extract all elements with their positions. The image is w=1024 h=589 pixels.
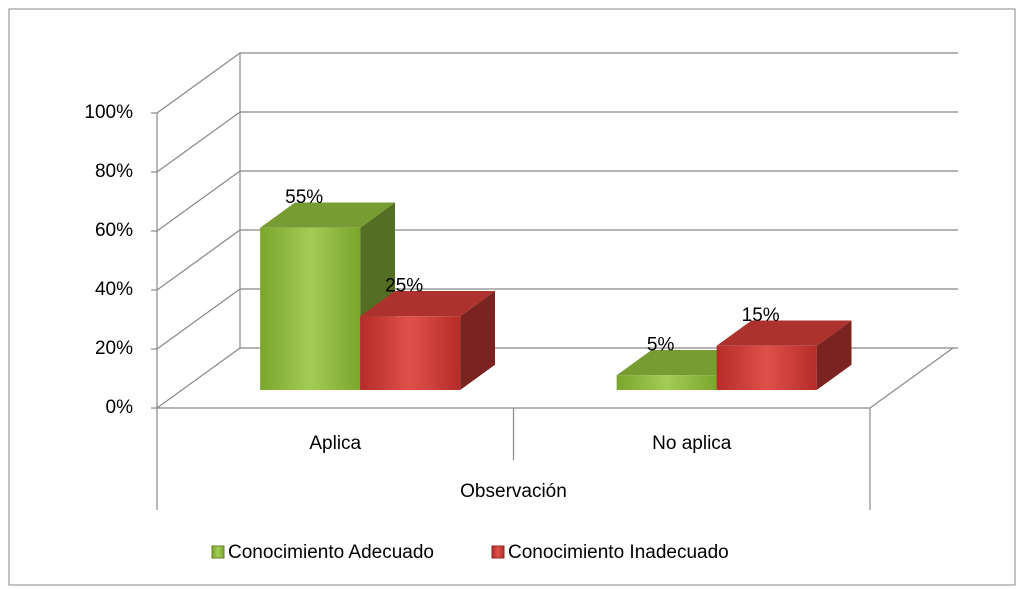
x-axis-title: Observación <box>460 481 567 502</box>
bar-side <box>816 320 852 390</box>
value-label: 55% <box>285 187 323 208</box>
value-label: 25% <box>385 275 423 296</box>
grid-line <box>156 288 958 350</box>
bar-top <box>260 202 396 228</box>
legend-swatch <box>491 545 505 559</box>
x-tick-label: Aplica <box>309 433 361 454</box>
grid-line <box>156 170 958 232</box>
bar-side <box>460 291 496 390</box>
legend-label: Conocimiento Adecuado <box>228 542 434 563</box>
bar <box>360 316 461 390</box>
grid-line <box>156 111 958 173</box>
y-tick-label: 40% <box>95 279 133 300</box>
y-tick-label: 100% <box>84 102 133 123</box>
bar-top <box>360 291 496 317</box>
grid-line <box>156 229 958 291</box>
value-label: 5% <box>647 334 675 355</box>
bar <box>260 227 361 390</box>
value-label: 15% <box>742 305 780 326</box>
y-tick-label: 80% <box>95 161 133 182</box>
grid-line <box>156 52 958 114</box>
y-tick-label: 60% <box>95 220 133 241</box>
bar <box>616 375 717 390</box>
y-tick-label: 0% <box>106 397 134 418</box>
bar-top <box>716 320 852 346</box>
bar <box>716 345 817 390</box>
x-tick-label: No aplica <box>652 433 732 454</box>
y-tick-label: 20% <box>95 338 133 359</box>
chart-border <box>8 8 1016 586</box>
legend-label: Conocimiento Inadecuado <box>508 542 729 563</box>
legend-swatch <box>211 545 225 559</box>
